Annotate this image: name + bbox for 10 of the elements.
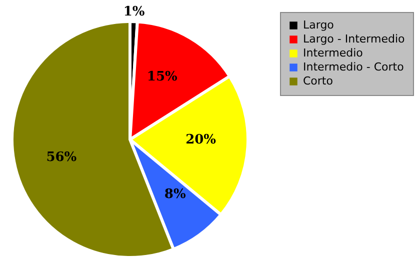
legend-label: Corto bbox=[303, 74, 334, 88]
legend-label: Largo - Intermedio bbox=[303, 32, 406, 46]
legend-label: Largo bbox=[303, 18, 334, 32]
legend-label: Intermedio bbox=[303, 46, 364, 60]
data-label: 56% bbox=[46, 150, 78, 166]
data-label: 1% bbox=[123, 4, 146, 20]
legend-label: Intermedio - Corto bbox=[303, 60, 404, 74]
data-label: 20% bbox=[186, 132, 217, 148]
data-label: 8% bbox=[164, 187, 186, 202]
data-label: 15% bbox=[146, 69, 178, 84]
